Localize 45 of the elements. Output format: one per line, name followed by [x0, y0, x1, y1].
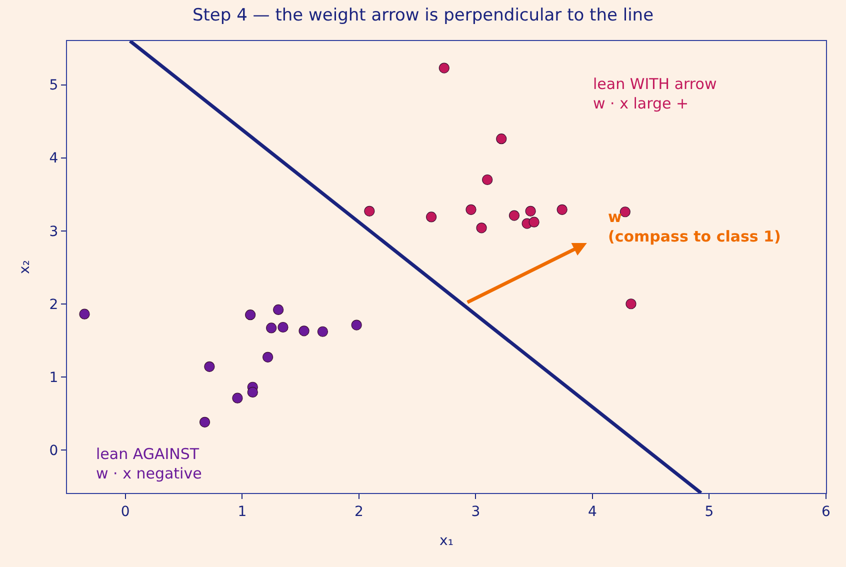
y-axis-title: x₂	[17, 260, 33, 274]
point	[199, 416, 210, 428]
y-tick-label: 3	[49, 224, 58, 240]
x-tick-label: 0	[120, 504, 130, 520]
y-tick-label: 5	[49, 78, 58, 94]
point	[626, 298, 636, 310]
y-tick-label: 1	[49, 370, 58, 386]
point	[496, 134, 507, 144]
annotation: lean WITH arrow w · x large +	[593, 75, 717, 112]
point	[204, 361, 215, 372]
x-tick-label: 2	[354, 504, 364, 520]
annotation: lean AGAINST w · x negative	[96, 445, 202, 482]
point	[273, 304, 284, 316]
point	[317, 326, 328, 337]
annotation: w (compass to class 1)	[608, 208, 781, 246]
point	[482, 174, 493, 186]
point	[476, 222, 487, 234]
y-tick-label: 2	[49, 296, 58, 313]
point	[79, 308, 90, 320]
point	[278, 322, 288, 333]
point	[298, 326, 310, 336]
point	[426, 212, 437, 222]
point	[525, 206, 536, 216]
x-tick-label: 3	[471, 504, 480, 520]
point	[466, 204, 476, 215]
point	[245, 310, 256, 320]
chart-title: Step 4 — the weight arrow is perpendicular to the line	[192, 5, 654, 26]
x-tick-label: 1	[238, 504, 247, 520]
x-axis-title: x₁	[440, 533, 454, 549]
point	[247, 386, 258, 398]
point	[508, 210, 520, 221]
point	[528, 216, 540, 228]
x-tick-label: 4	[588, 504, 597, 520]
y-tick-label: 0	[49, 442, 58, 459]
point	[262, 352, 274, 362]
point	[438, 62, 450, 74]
y-tick-label: 4	[49, 150, 58, 167]
point	[266, 322, 277, 334]
x-tick-label: 5	[704, 504, 714, 520]
point	[232, 392, 243, 404]
point	[620, 206, 630, 218]
point	[351, 320, 362, 330]
point	[556, 204, 568, 215]
point	[364, 206, 375, 216]
x-tick-label: 6	[822, 504, 831, 520]
